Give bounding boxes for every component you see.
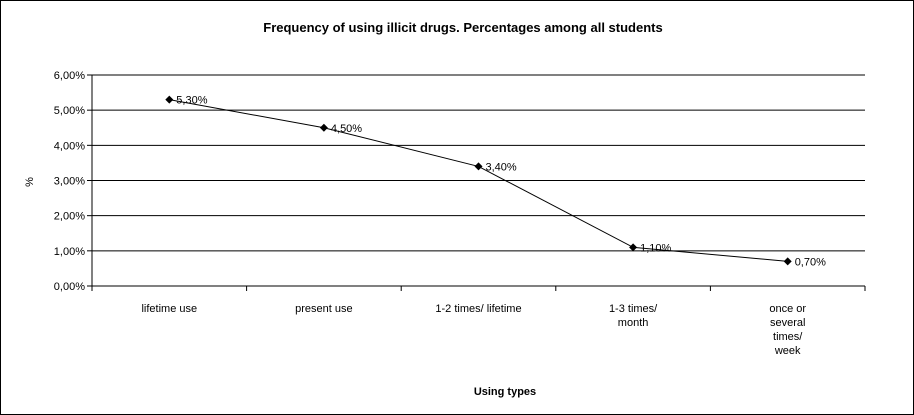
x-tick-label: once or several times/week — [769, 303, 806, 357]
data-point — [629, 243, 638, 252]
y-tick-label: 0,00% — [54, 281, 85, 293]
y-axis-title: % — [24, 177, 36, 187]
data-point — [165, 95, 174, 104]
data-point — [474, 162, 483, 171]
y-tick-label: 2,00% — [54, 211, 85, 223]
y-tick-label: 4,00% — [54, 140, 85, 152]
data-label: 0,70% — [795, 256, 826, 268]
x-axis-title: Using types — [474, 386, 536, 398]
data-point — [783, 257, 792, 266]
data-label: 1,10% — [640, 242, 671, 254]
x-tick-label: present use — [295, 303, 352, 315]
data-label: 5,30% — [176, 95, 207, 107]
x-tick-label: 1-2 times/ lifetime — [435, 303, 521, 315]
x-tick-label: lifetime use — [141, 303, 197, 315]
y-tick-label: 3,00% — [54, 176, 85, 188]
y-tick-label: 1,00% — [54, 246, 85, 258]
y-tick-label: 5,00% — [54, 105, 85, 117]
data-label: 3,40% — [486, 161, 517, 173]
x-tick-label: 1-3 times/month — [609, 303, 658, 329]
chart-title: Frequency of using illicit drugs. Percen… — [263, 20, 662, 35]
plot-area: 0,00% 1,00% 2,00% 3,00% 4,00% 5,00% 6,00% lifet… — [54, 70, 866, 357]
data-point — [319, 123, 328, 132]
y-tick-label: 6,00% — [54, 70, 85, 82]
data-label: 4,50% — [331, 123, 362, 135]
